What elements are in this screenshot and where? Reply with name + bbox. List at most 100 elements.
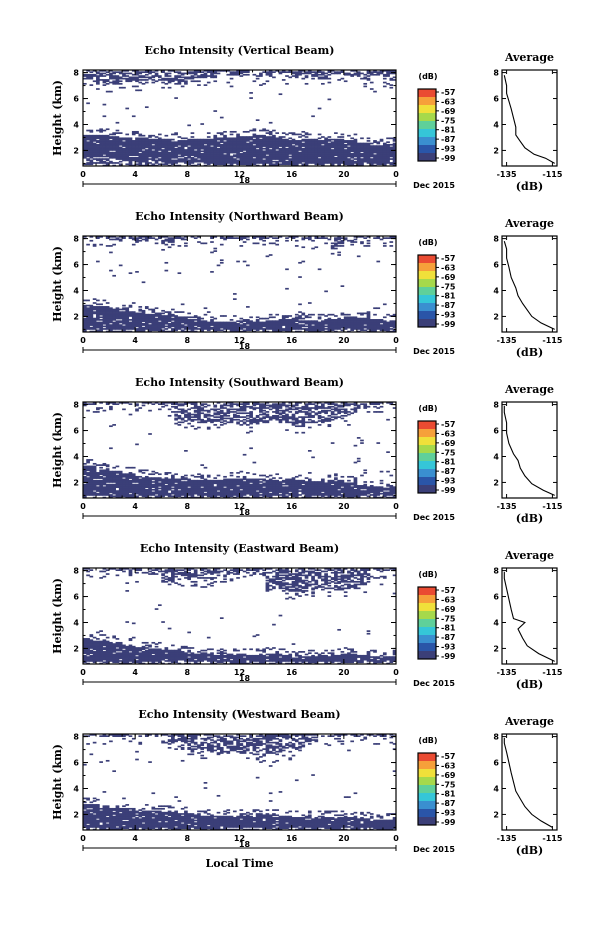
echo-cell (112, 317, 116, 320)
echo-cell (216, 153, 221, 155)
echo-cell (350, 143, 355, 146)
echo-cell (213, 151, 218, 154)
echo-cell (392, 158, 396, 160)
echo-cell (151, 138, 156, 141)
echo-cell (210, 155, 214, 158)
echo-cell (105, 326, 110, 329)
echo-cell (337, 254, 341, 256)
echo-cell (89, 312, 94, 315)
echo-cell (83, 153, 87, 155)
echo-cell (340, 321, 345, 324)
echo-cell (291, 322, 296, 325)
echo-cell (144, 156, 149, 159)
echo-cell (382, 320, 387, 323)
echo-cell (141, 76, 146, 79)
echo-cell (262, 236, 266, 238)
echo-cell (102, 75, 107, 77)
echo-cell (102, 147, 107, 150)
echo-cell (203, 403, 208, 405)
echo-cell (193, 73, 198, 76)
echo-cell (324, 146, 328, 149)
echo-cell (363, 329, 368, 332)
echo-cell (314, 143, 319, 146)
echo-cell (92, 487, 97, 490)
echo-cell (154, 242, 159, 245)
echo-cell (125, 488, 130, 491)
echo-cell (115, 326, 120, 329)
echo-cell (154, 73, 159, 76)
echo-cell (187, 321, 191, 324)
echo-cell (112, 151, 116, 154)
echo-cell (203, 154, 208, 157)
echo-cell (272, 242, 276, 245)
echo-cell (180, 412, 185, 415)
echo-cell (363, 151, 368, 154)
echo-cell (229, 162, 234, 164)
echo-cell (281, 159, 286, 162)
echo-cell (122, 137, 126, 140)
echo-cell (219, 237, 224, 239)
echo-cell (177, 495, 182, 498)
echo-cell (83, 75, 87, 77)
echo-cell (141, 150, 146, 153)
echo-cell (200, 403, 205, 405)
echo-cell (118, 312, 123, 315)
echo-cell (154, 492, 159, 495)
echo-cell (242, 326, 247, 329)
echo-cell (83, 155, 87, 158)
echo-cell (184, 151, 188, 154)
echo-cell (184, 236, 188, 238)
echo-cell (89, 313, 94, 316)
echo-cell (203, 146, 208, 149)
echo-cell (366, 162, 371, 164)
echo-cell (109, 140, 113, 142)
echo-cell (138, 321, 143, 324)
echo-cell (112, 495, 116, 498)
echo-cell (327, 156, 332, 159)
echo-cell (272, 164, 276, 166)
echo-cell (226, 159, 231, 162)
echo-cell (275, 326, 280, 329)
echo-cell (200, 143, 205, 146)
echo-cell (171, 133, 175, 136)
echo-cell (174, 422, 178, 425)
echo-cell (304, 145, 309, 147)
echo-cell (239, 149, 244, 151)
echo-cell (382, 326, 387, 329)
echo-cell (99, 75, 103, 77)
echo-cell (164, 261, 169, 264)
echo-cell (105, 155, 110, 158)
echo-cell (236, 136, 240, 138)
echo-cell (112, 475, 116, 478)
echo-cell (157, 313, 162, 316)
echo-cell (99, 488, 103, 491)
echo-cell (96, 75, 100, 77)
echo-cell (167, 81, 172, 84)
echo-cell (118, 164, 123, 166)
echo-cell (144, 483, 149, 486)
echo-cell (356, 236, 361, 238)
echo-cell (249, 143, 253, 146)
echo-cell (311, 247, 315, 250)
echo-cell (197, 487, 201, 490)
echo-cell (131, 481, 136, 483)
echo-cell (112, 137, 116, 140)
echo-cell (197, 409, 201, 412)
echo-cell (337, 156, 341, 159)
echo-cell (109, 311, 113, 313)
echo-cell (252, 158, 257, 160)
echo-cell (128, 151, 133, 154)
echo-cell (249, 141, 253, 144)
echo-cell (89, 142, 94, 145)
echo-cell (141, 316, 146, 319)
echo-cell (154, 319, 159, 321)
echo-cell (219, 151, 224, 154)
echo-cell (125, 79, 130, 81)
echo-cell (285, 158, 289, 160)
echo-cell (112, 75, 116, 77)
echo-cell (102, 483, 107, 486)
echo-cell (330, 154, 335, 157)
echo-cell (255, 159, 260, 162)
echo-cell (171, 491, 175, 494)
echo-cell (350, 329, 355, 332)
